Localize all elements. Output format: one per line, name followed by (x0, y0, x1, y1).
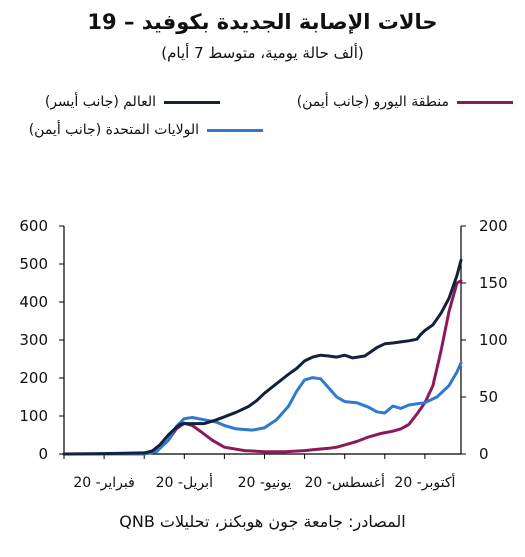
y-left-tick-label: 0 (38, 445, 48, 463)
legend-eurozone-swatch (457, 100, 513, 104)
y-left-tick-label: 200 (19, 369, 48, 387)
x-tick-label: أغسطس- 20 (305, 473, 385, 491)
source-note: المصادر: جامعة جون هوبكنز، تحليلات QNB (119, 512, 406, 531)
legend-world-swatch (164, 100, 220, 104)
line-chart: 0 100 200 300 400 500 600 0 50 100 150 200 فبراير- 2… (19, 217, 508, 491)
x-tick-label: فبراير- 20 (73, 475, 134, 491)
y-right-tick-label: 50 (479, 388, 498, 406)
y-left-tick-label: 300 (19, 331, 48, 349)
y-right-tick-label: 200 (479, 217, 508, 235)
legend-us: الولايات المتحدة (جانب أيمن) (29, 122, 263, 138)
y-right-tick-label: 100 (479, 331, 508, 349)
legend-us-swatch (207, 128, 263, 132)
y-right-tick-label: 0 (479, 445, 489, 463)
legend-world-label: العالم (جانب أيسر) (44, 94, 156, 110)
series-line-world (62, 258, 463, 456)
series-line-us (62, 361, 463, 456)
legend-us-label: الولايات المتحدة (جانب أيمن) (28, 122, 199, 138)
legend-eurozone-label: منطقة اليورو (جانب أيمن) (296, 94, 449, 110)
chart-subtitle: (ألف حالة يومية، متوسط 7 أيام) (161, 44, 364, 62)
chart-title: حالات الإصابة الجديدة بكوفيد – 19 (87, 10, 438, 34)
y-left-tick-label: 400 (19, 293, 48, 311)
legend-world: العالم (جانب أيسر) (45, 94, 220, 110)
y-right-tick-label: 150 (479, 274, 508, 292)
legend-eurozone: منطقة اليورو (جانب أيمن) (297, 94, 513, 110)
y-left-tick-label: 100 (19, 407, 48, 425)
x-tick-label: يونيو- 20 (238, 475, 292, 491)
y-left-tick-label: 500 (19, 255, 48, 273)
y-left-tick-label: 600 (19, 217, 48, 235)
x-tick-label: أكتوبر- 20 (394, 473, 455, 491)
x-tick-label: أبريل- 20 (156, 473, 213, 491)
